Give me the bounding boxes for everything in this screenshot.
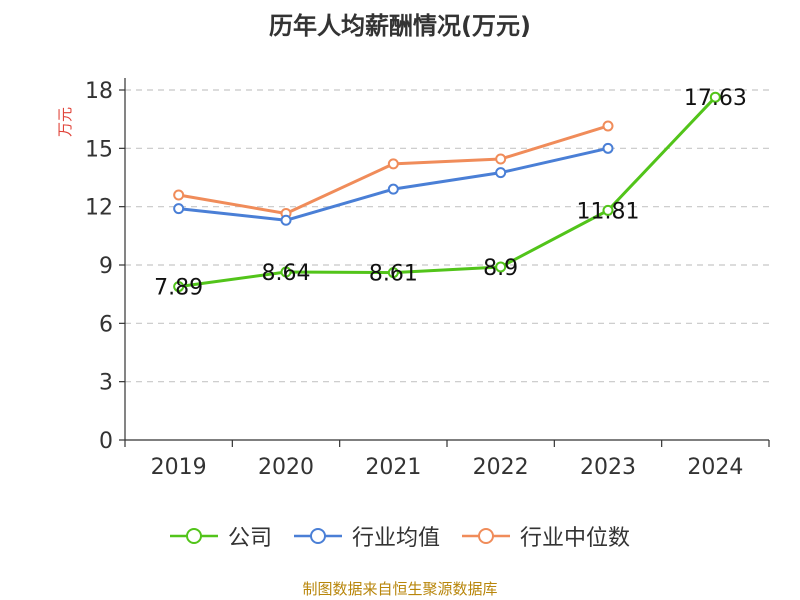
data-source-note: 制图数据来自恒生聚源数据库 [302, 580, 498, 598]
legend-label-company: 公司 [227, 526, 272, 551]
chart-title: 历年人均薪酬情况(万元) [269, 12, 531, 40]
y-tick-label: 9 [99, 254, 113, 279]
data-point [495, 167, 507, 179]
x-tick-label: 2019 [151, 455, 207, 480]
legend-label-industry-mean: 行业均值 [351, 526, 440, 551]
data-point [495, 153, 507, 165]
legend-marker-industry-median [462, 528, 510, 544]
y-tick-label: 12 [85, 196, 113, 221]
x-tick-label: 2024 [687, 455, 743, 480]
data-label: 8.64 [262, 261, 311, 286]
legend-marker-industry-mean [293, 528, 342, 544]
data-point [280, 266, 292, 278]
data-label: 8.9 [483, 256, 518, 281]
data-point [602, 142, 614, 154]
y-tick-label: 3 [99, 371, 113, 396]
legend: 公司 行业均值 行业中位数 [0, 520, 800, 552]
data-label: 8.61 [369, 262, 418, 287]
data-label: 17.63 [684, 86, 747, 111]
data-point [280, 214, 292, 226]
data-point [173, 203, 185, 215]
legend-item-industry-median[interactable]: 行业中位数 [462, 520, 630, 552]
series-line-0 [178, 96, 717, 289]
data-point [709, 91, 721, 103]
data-point [602, 120, 614, 132]
data-label: 11.81 [577, 199, 640, 224]
data-point [387, 267, 399, 279]
legend-label-industry-median: 行业中位数 [520, 526, 631, 551]
series-line-2 [178, 124, 609, 215]
y-tick-label: 15 [85, 137, 113, 162]
x-tick-label: 2022 [473, 455, 529, 480]
legend-marker-company [169, 528, 218, 544]
x-tick-label: 2021 [365, 455, 421, 480]
data-point [387, 158, 399, 170]
x-tick-label: 2023 [580, 455, 636, 480]
y-tick-label: 18 [85, 79, 113, 104]
y-tick-label: 0 [99, 429, 113, 454]
data-point [387, 183, 399, 195]
legend-item-industry-mean[interactable]: 行业均值 [293, 520, 440, 552]
x-tick-label: 2020 [258, 455, 314, 480]
data-point [173, 189, 185, 201]
y-axis-title: 万元 [56, 107, 74, 137]
data-label: 7.89 [154, 276, 203, 301]
y-tick-label: 6 [99, 312, 113, 337]
data-point [602, 204, 614, 216]
data-point [173, 281, 185, 293]
data-point [495, 261, 507, 273]
legend-item-company[interactable]: 公司 [169, 520, 272, 552]
